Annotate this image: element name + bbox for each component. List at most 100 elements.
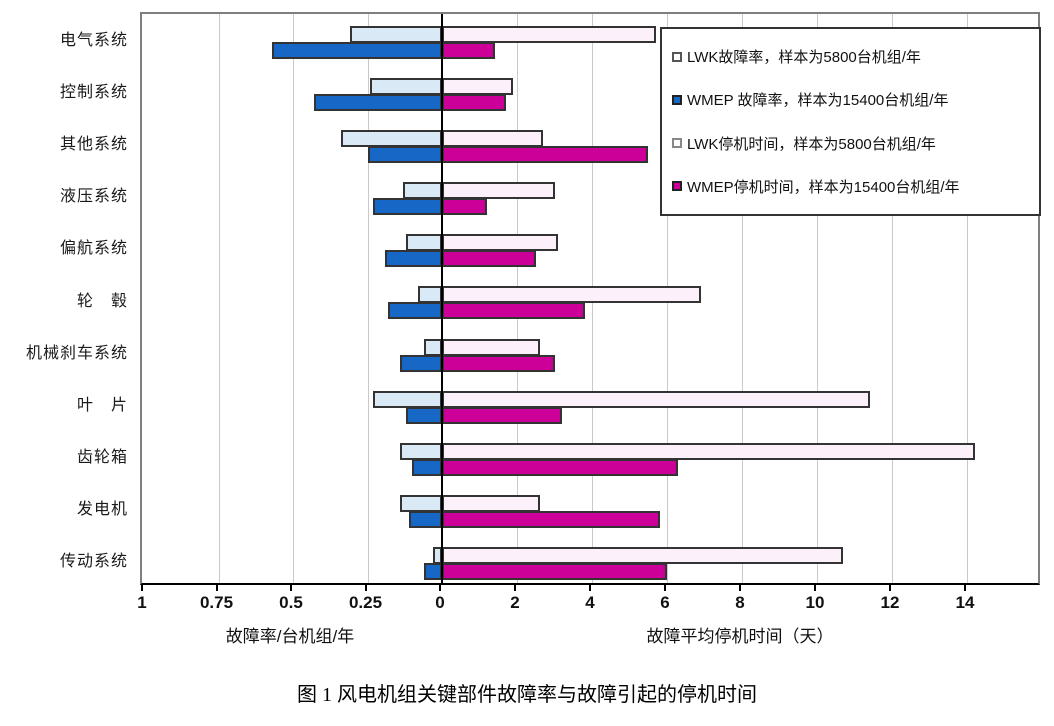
bar-lwk-failure: [403, 182, 442, 200]
axis-tick-label: 6: [660, 593, 670, 612]
axis-tick-label: 12: [880, 593, 900, 612]
category-label: 叶 片: [76, 396, 128, 414]
bar-lwk-downtime: [442, 494, 540, 512]
bar-wmep-failure: [385, 250, 442, 268]
bar-lwk-failure: [400, 442, 442, 460]
bar-lwk-downtime: [442, 234, 559, 252]
bar-lwk-failure: [373, 390, 442, 408]
bar-wmep-failure: [272, 42, 442, 59]
bar-wmep-downtime: [442, 42, 495, 59]
gridline: [817, 14, 818, 583]
bar-lwk-downtime: [442, 390, 870, 408]
gridline: [967, 14, 968, 583]
category-label: 轮 毂: [76, 292, 128, 310]
category-label: 其他系统: [59, 136, 128, 154]
bar-wmep-failure: [313, 94, 442, 112]
bar-wmep-downtime: [442, 510, 660, 528]
axis-tick-label: 10: [805, 593, 825, 612]
gridline: [293, 14, 294, 583]
bar-wmep-downtime: [442, 198, 487, 216]
axis-tick-label: 0.5: [279, 593, 303, 612]
bar-lwk-failure: [400, 494, 442, 512]
bar-lwk-downtime: [442, 78, 514, 96]
category-label: 控制系统: [59, 84, 128, 102]
axis-tick-mark: [964, 585, 966, 591]
category-label: 电气系统: [59, 32, 128, 50]
bar-wmep-failure: [367, 146, 442, 164]
legend-item: WMEP停机时间，样本为15400台机组/年: [672, 176, 1029, 197]
category-label: 液压系统: [59, 188, 128, 206]
bar-wmep-failure: [388, 302, 442, 320]
bar-wmep-failure: [412, 458, 442, 476]
category-label: 传动系统: [59, 552, 128, 570]
axis-tick-mark: [814, 585, 816, 591]
legend-swatch-icon: [672, 138, 682, 149]
legend-label: LWK故障率，样本为5800台机组/年: [687, 49, 921, 67]
bar-wmep-downtime: [442, 458, 679, 476]
bar-lwk-failure: [370, 78, 442, 96]
legend-swatch-icon: [672, 51, 682, 62]
category-label: 发电机: [76, 500, 128, 518]
legend-label: WMEP 故障率，样本为15400台机组/年: [687, 92, 949, 110]
axis-tick-mark: [215, 585, 218, 591]
legend-item: LWK故障率，样本为5800台机组/年: [672, 46, 1029, 67]
axis-tick-label: 0.25: [348, 593, 383, 612]
bar-lwk-downtime: [442, 286, 701, 304]
axis-tick-label: 0: [435, 593, 445, 612]
bar-lwk-downtime: [442, 130, 544, 148]
bar-wmep-failure: [424, 562, 442, 580]
legend-swatch-icon: [672, 94, 682, 105]
figure-caption: 图 1 风电机组关键部件故障率与故障引起的停机时间: [297, 684, 757, 706]
axis-tick-mark: [290, 585, 292, 591]
bar-wmep-downtime: [442, 94, 506, 112]
axis-tick-label: 14: [955, 593, 975, 612]
category-label: 齿轮箱: [76, 448, 128, 466]
gridline: [367, 14, 369, 583]
legend-item: WMEP 故障率，样本为15400台机组/年: [672, 89, 1029, 110]
bar-lwk-failure: [424, 338, 442, 356]
axis-tick-mark: [141, 585, 143, 591]
bar-lwk-failure: [340, 130, 442, 148]
bar-lwk-downtime: [442, 26, 656, 43]
bar-lwk-downtime: [442, 546, 844, 564]
category-label: 机械刹车系统: [25, 344, 128, 362]
bar-wmep-downtime: [442, 146, 649, 164]
bar-wmep-failure: [400, 354, 442, 372]
axis-tick-label: 1: [137, 593, 147, 612]
bar-wmep-downtime: [442, 354, 555, 372]
axis-tick-label: 4: [585, 593, 595, 612]
bar-lwk-downtime: [442, 182, 555, 200]
bar-lwk-failure: [406, 234, 442, 252]
axis-tick-label: 2: [510, 593, 520, 612]
axis-tick-label: 0.75: [199, 593, 234, 612]
bar-wmep-failure: [409, 510, 442, 528]
gridline: [892, 14, 893, 583]
bar-lwk-failure: [349, 26, 442, 43]
axis-tick-mark: [664, 585, 666, 591]
legend-swatch-icon: [672, 181, 682, 192]
axis-tick-mark: [439, 585, 441, 591]
axis-tick-mark: [514, 585, 516, 591]
bar-lwk-downtime: [442, 338, 540, 356]
axis-tick-mark: [889, 585, 891, 591]
bar-wmep-downtime: [442, 406, 562, 424]
left-axis-title: 故障率/台机组/年: [225, 627, 355, 646]
legend-label: WMEP停机时间，样本为15400台机组/年: [687, 178, 960, 196]
gridline: [218, 14, 220, 583]
legend-label: LWK停机时间，样本为5800台机组/年: [687, 135, 936, 153]
bar-lwk-downtime: [442, 442, 975, 460]
bar-lwk-failure: [418, 286, 442, 304]
right-axis-title: 故障平均停机时间（天）: [646, 627, 834, 646]
legend-item: LWK停机时间，样本为5800台机组/年: [672, 133, 1029, 154]
bar-wmep-failure: [373, 198, 442, 216]
axis-tick-mark: [364, 585, 367, 591]
zero-axis-line: [441, 14, 443, 583]
axis-tick-mark: [589, 585, 591, 591]
gridline: [742, 14, 743, 583]
category-label: 偏航系统: [59, 240, 128, 258]
axis-tick-mark: [739, 585, 741, 591]
bar-wmep-failure: [406, 406, 442, 424]
legend-box: LWK故障率，样本为5800台机组/年 WMEP 故障率，样本为15400台机组/…: [660, 27, 1041, 216]
bar-wmep-downtime: [442, 250, 536, 268]
